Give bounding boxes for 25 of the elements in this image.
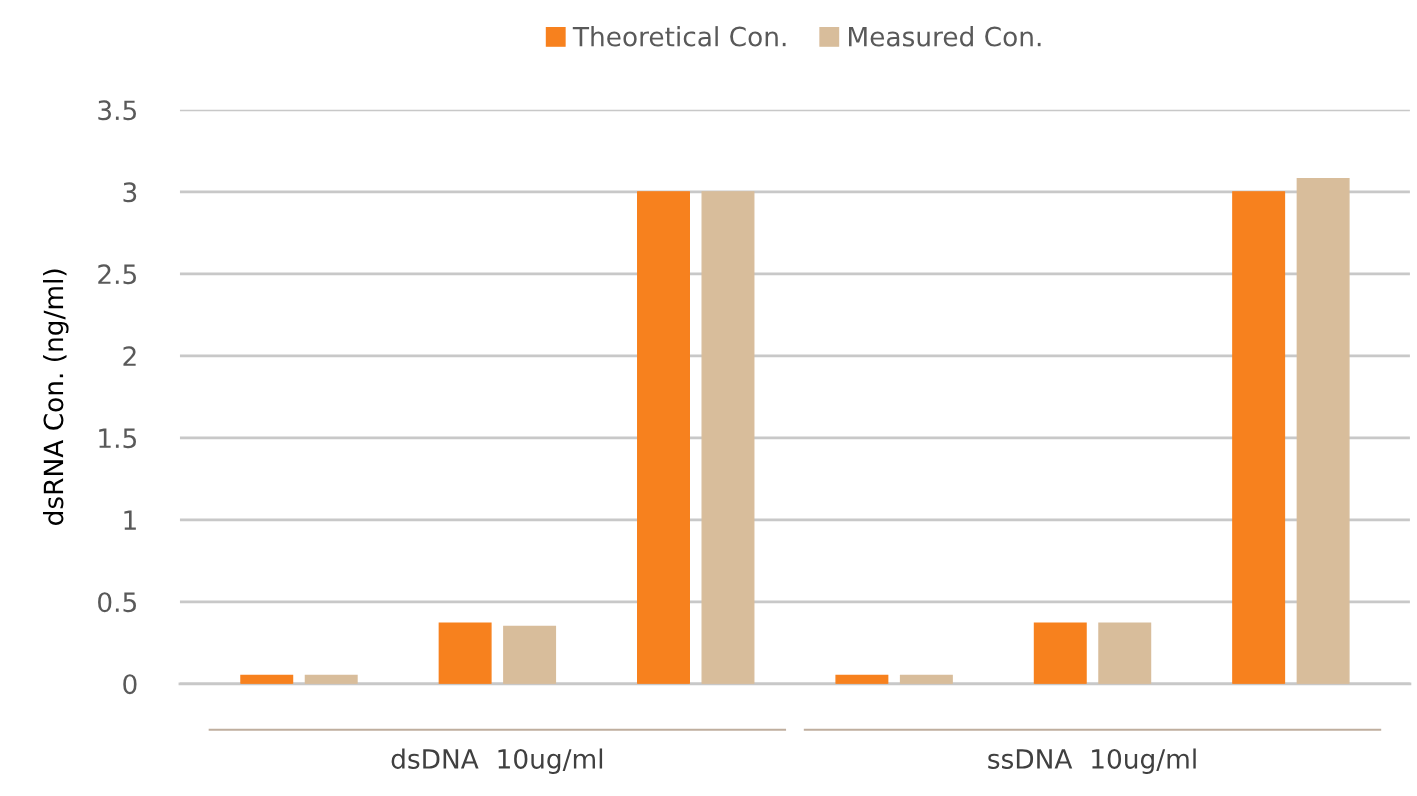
y-tick-label: 3 — [123, 182, 137, 203]
y-tick-label: 2.5 — [98, 264, 136, 285]
text: dsDNA 10ug/ml — [391, 748, 603, 775]
bar — [438, 622, 492, 684]
legend-label: Theoretical Con. — [572, 26, 786, 47]
y-tick-label: 1.5 — [99, 428, 136, 449]
bar — [240, 674, 294, 684]
bar — [1098, 622, 1152, 684]
legend-label: Measured Con. — [849, 26, 1041, 47]
bar — [701, 191, 755, 684]
y-tick-label: 3.5 — [98, 100, 136, 121]
y-tick-label: 1 — [124, 510, 136, 530]
bar — [304, 674, 358, 684]
y-tick-label: 0.5 — [98, 592, 136, 613]
bar — [1232, 191, 1286, 684]
bar — [899, 674, 953, 684]
bar — [1033, 622, 1087, 684]
bar — [835, 674, 889, 684]
y-tick-label: 0 — [123, 674, 137, 695]
y-tick-label: 2 — [123, 346, 136, 366]
text: ssDNA 10ug/ml — [988, 748, 1196, 775]
bar — [503, 625, 557, 684]
bar — [1296, 178, 1350, 684]
y-axis-title: dsRNA Con. (ng/ml) — [43, 269, 69, 525]
bar — [637, 191, 690, 684]
